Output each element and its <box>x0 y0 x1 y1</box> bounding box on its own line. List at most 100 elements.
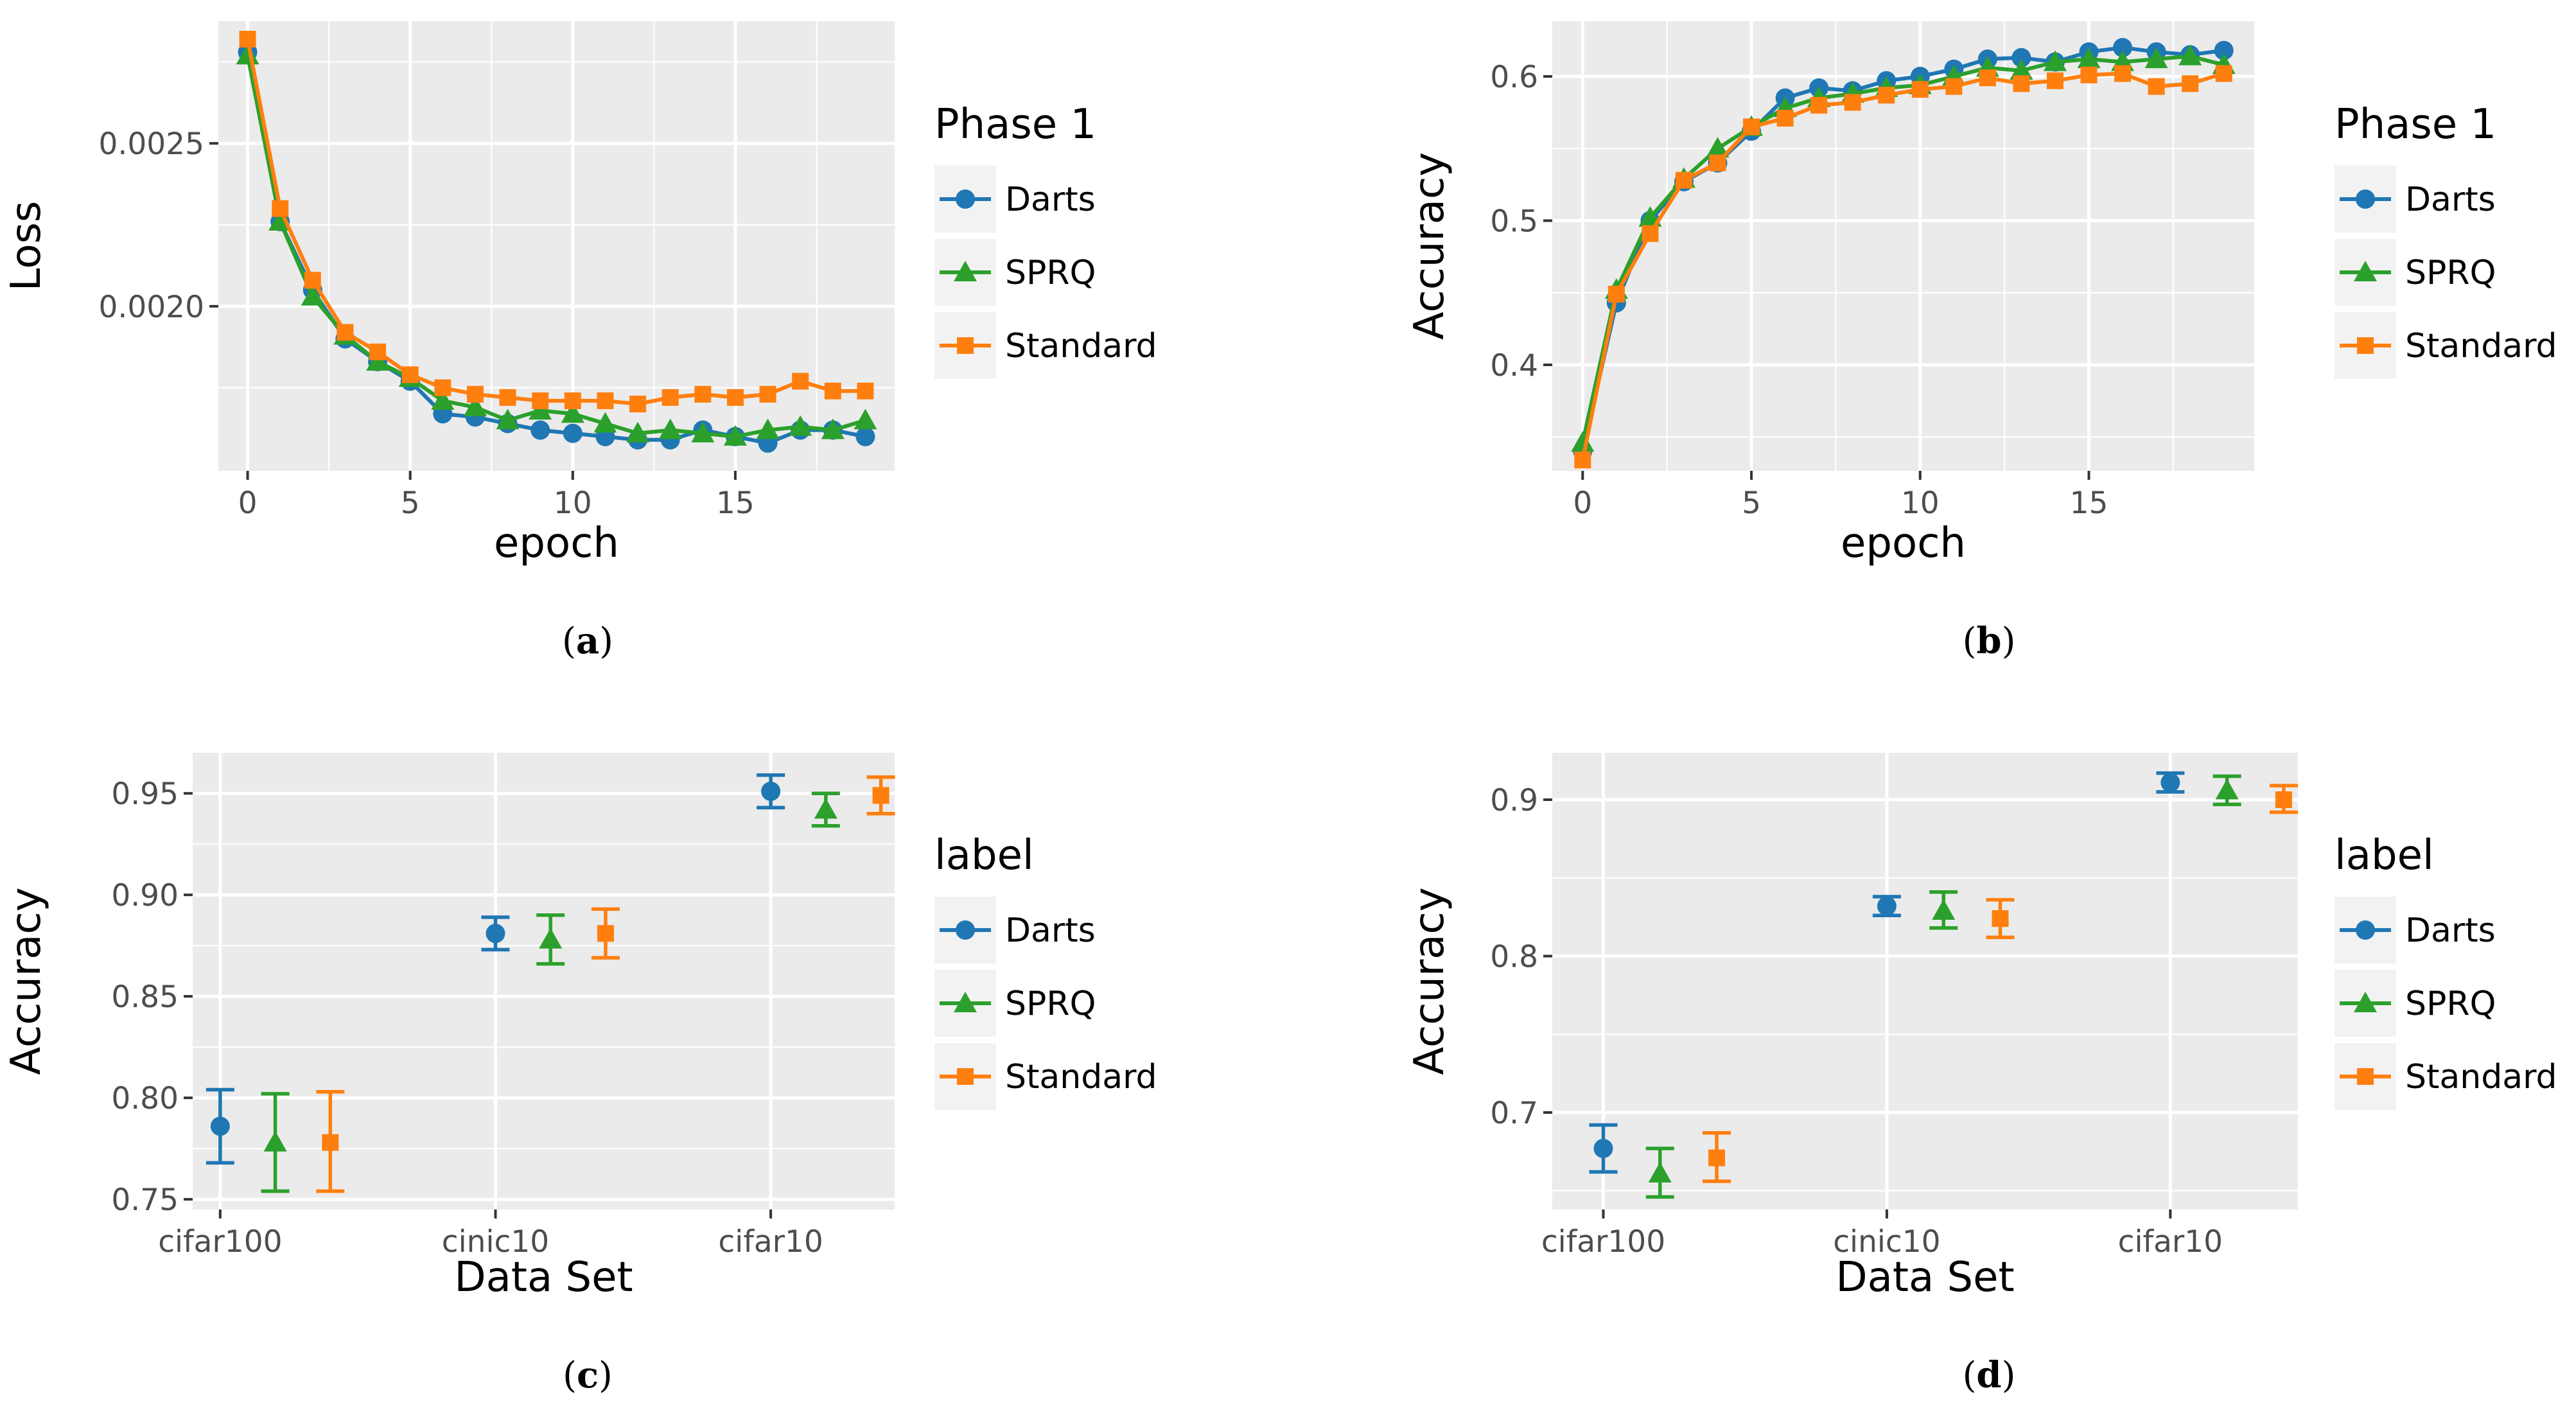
plot-background <box>218 21 895 471</box>
data-point <box>2182 75 2199 92</box>
data-point <box>1709 154 1726 171</box>
data-point <box>824 382 841 400</box>
data-point <box>1911 81 1929 98</box>
subfigure-caption: (b) <box>1963 620 2016 662</box>
data-point <box>756 418 780 439</box>
legend-key-marker <box>957 1068 974 1085</box>
data-point <box>694 385 712 403</box>
data-point <box>789 415 812 436</box>
legend-label: SPRQ <box>2405 254 2496 292</box>
data-point <box>401 366 419 383</box>
series-darts <box>206 773 785 1165</box>
caption-paren-close: ) <box>599 620 613 662</box>
subfigure-caption: (c) <box>563 1354 613 1396</box>
data-point <box>2077 48 2101 69</box>
data-point <box>1608 285 1625 303</box>
y-tick-label: 0.4 <box>1490 348 1538 383</box>
series-sprq <box>261 791 840 1193</box>
legend: Phase 1 Darts SPRQ Standard <box>934 101 1157 379</box>
x-tick-label: 10 <box>1901 486 1940 521</box>
chart-panel-a: 0.0020 0.0025 0 5 10 15 epoch Loss Phase 1 Darts S… <box>3 21 1157 662</box>
x-axis-title: Data Set <box>1836 1254 2014 1301</box>
x-axis-title: Data Set <box>454 1254 633 1301</box>
data-point <box>1574 452 1591 469</box>
legend-key-marker <box>2357 337 2374 354</box>
data-point <box>322 1134 339 1151</box>
data-point <box>496 409 520 430</box>
data-point <box>691 421 715 443</box>
legend-key-marker <box>957 337 974 354</box>
y-tick-label: 0.6 <box>1490 60 1538 95</box>
legend-key-marker <box>2357 1068 2374 1085</box>
data-point <box>1877 896 1897 916</box>
data-point <box>2148 78 2165 95</box>
data-point <box>1945 78 1963 95</box>
legend-label: SPRQ <box>2405 985 2496 1023</box>
data-point <box>431 389 455 410</box>
legend-key-marker <box>2356 189 2375 209</box>
x-tick-label: 15 <box>2070 486 2108 521</box>
x-axis-title: epoch <box>494 520 619 567</box>
caption-letter: d <box>1976 1354 2001 1396</box>
legend-key-marker <box>954 992 977 1013</box>
y-axis-title: Accuracy <box>1406 887 1453 1075</box>
data-point <box>263 1130 287 1152</box>
data-point <box>2214 40 2234 60</box>
data-point <box>761 782 781 802</box>
data-point <box>2080 66 2098 84</box>
data-point <box>1571 431 1595 452</box>
legend-entry-sprq: SPRQ <box>934 970 1096 1037</box>
data-point <box>597 925 614 942</box>
caption-letter: c <box>577 1354 599 1396</box>
legend-entry-sprq: SPRQ <box>2335 970 2496 1037</box>
data-point <box>530 420 550 440</box>
series-standard <box>1703 784 2298 1183</box>
legend-key-marker <box>2354 992 2377 1013</box>
subfigure-caption: (d) <box>1963 1354 2016 1396</box>
legend-title: Phase 1 <box>2335 101 2496 148</box>
data-point <box>466 385 484 403</box>
plot-background <box>1552 753 2298 1209</box>
data-point <box>626 421 650 443</box>
data-point <box>1708 1149 1726 1166</box>
data-point <box>726 389 744 406</box>
data-point <box>857 382 874 400</box>
y-axis-title: Loss <box>3 201 50 291</box>
data-point <box>821 418 845 439</box>
legend-entry-standard: Standard <box>934 1043 1157 1110</box>
data-point <box>1743 118 1760 136</box>
data-point <box>855 426 875 446</box>
data-point <box>1776 110 1794 127</box>
data-point <box>1979 69 1996 87</box>
data-point <box>1642 225 1659 242</box>
legend-entry-darts: Darts <box>934 166 1096 233</box>
x-tick-label: 0 <box>1573 486 1592 521</box>
y-tick-label: 0.7 <box>1490 1096 1538 1131</box>
data-point <box>2160 773 2180 793</box>
data-point <box>2215 778 2239 800</box>
series-darts <box>1589 771 2185 1174</box>
data-point <box>369 343 387 360</box>
data-point <box>814 798 837 819</box>
data-point <box>561 402 584 423</box>
data-point <box>2011 48 2031 67</box>
data-point <box>337 324 354 341</box>
series-standard <box>1574 65 2232 469</box>
data-point <box>658 418 682 439</box>
y-tick-label: 0.80 <box>111 1081 179 1116</box>
legend-key-marker <box>956 920 975 940</box>
data-point <box>2178 44 2202 66</box>
legend-entry-standard: Standard <box>2335 312 2557 379</box>
data-point <box>434 379 451 396</box>
caption-paren-open: ( <box>562 620 576 662</box>
series-sprq <box>1645 774 2241 1199</box>
legend-entry-standard: Standard <box>934 312 1157 379</box>
legend-label: Standard <box>2405 1058 2557 1096</box>
data-point <box>463 396 487 417</box>
x-tick-label: cifar100 <box>158 1224 282 1260</box>
series-standard <box>239 30 874 413</box>
x-tick-label: cinic10 <box>442 1224 549 1260</box>
legend-title: Phase 1 <box>934 101 1096 148</box>
legend-label: SPRQ <box>1005 985 1096 1023</box>
